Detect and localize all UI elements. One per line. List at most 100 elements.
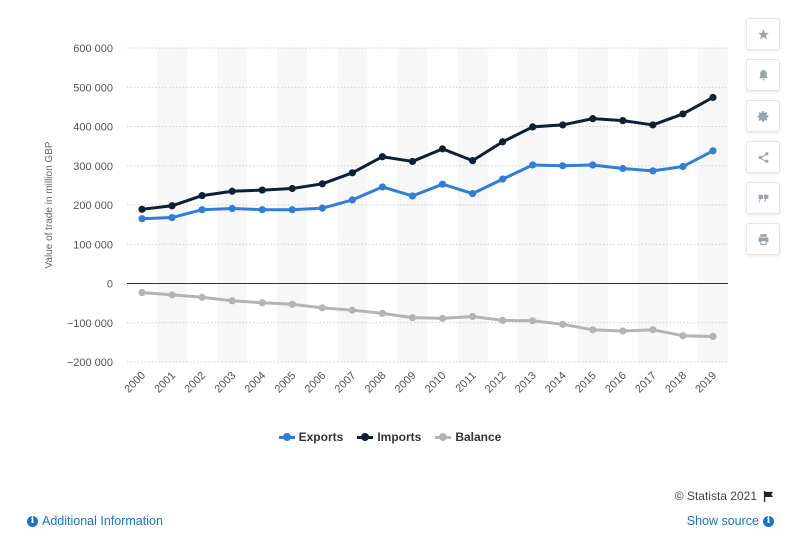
data-point-imports <box>378 153 387 161</box>
data-point-exports <box>559 162 567 170</box>
flag-icon <box>763 490 774 502</box>
data-point-imports <box>408 157 417 166</box>
data-point-balance <box>228 297 236 305</box>
data-point-balance <box>709 332 717 341</box>
series-line-imports <box>140 95 715 211</box>
data-point-exports <box>589 161 597 169</box>
x-tick-label: 2006 <box>303 370 329 396</box>
data-point-exports <box>288 206 296 214</box>
x-tick-label: 2005 <box>273 370 299 396</box>
y-tick-label: −100 000 <box>67 318 113 330</box>
print-icon <box>758 233 768 245</box>
data-point-imports <box>468 157 477 165</box>
y-axis-label: Value of trade in million GBP <box>44 141 55 268</box>
data-point-balance <box>198 293 206 301</box>
data-point-balance <box>679 332 687 340</box>
y-tick-label: 100 000 <box>73 239 113 251</box>
legend-item-balance[interactable]: Balance <box>435 430 501 444</box>
print-button[interactable] <box>746 223 780 255</box>
x-tick-label: 2003 <box>212 370 238 396</box>
show-source-link[interactable]: Show source i <box>687 514 774 528</box>
data-point-exports <box>408 192 417 200</box>
data-point-imports <box>258 186 266 194</box>
data-point-exports <box>468 190 477 198</box>
x-tick-label: 2013 <box>513 370 539 396</box>
data-point-imports <box>619 117 627 125</box>
notification-button[interactable] <box>746 59 780 91</box>
info-icon: i <box>27 515 38 527</box>
data-point-exports <box>619 164 627 173</box>
data-point-exports <box>649 167 657 175</box>
series-line-exports <box>140 149 715 221</box>
data-point-exports <box>138 215 146 223</box>
series-line-balance <box>140 291 715 338</box>
data-point-imports <box>198 191 206 200</box>
statista-credit[interactable]: © Statista 2021 <box>675 489 774 503</box>
quote-icon <box>758 194 768 202</box>
x-tick-label: 2019 <box>693 370 719 396</box>
show-source-label: Show source <box>686 514 759 528</box>
gear-icon <box>757 110 768 122</box>
data-point-exports <box>318 204 326 212</box>
x-tick-label: 2014 <box>543 370 569 396</box>
x-tick-label: 2004 <box>243 370 269 396</box>
data-point-imports <box>499 138 507 146</box>
data-point-balance <box>559 320 567 328</box>
bell-icon <box>758 69 768 80</box>
additional-information-link[interactable]: i Additional Information <box>27 514 163 528</box>
data-point-exports <box>679 162 687 171</box>
legend-swatch-imports <box>357 432 374 441</box>
side-toolbar <box>746 18 780 255</box>
y-tick-label: 400 000 <box>73 122 113 134</box>
data-point-exports <box>438 180 447 188</box>
x-tick-label: 2000 <box>122 370 148 396</box>
y-tick-label: 600 000 <box>73 43 113 55</box>
data-point-imports <box>318 180 326 188</box>
share-button[interactable] <box>746 141 780 173</box>
data-point-exports <box>378 183 387 191</box>
data-point-balance <box>408 314 417 322</box>
y-tick-label: 500 000 <box>73 82 113 94</box>
data-point-balance <box>468 312 477 321</box>
data-point-imports <box>288 184 296 193</box>
data-point-balance <box>348 306 356 314</box>
column-band <box>517 48 548 362</box>
data-point-balance <box>619 327 627 335</box>
data-point-exports <box>529 161 537 169</box>
x-tick-label: 2009 <box>393 370 419 396</box>
data-point-imports <box>138 205 146 213</box>
x-tick-label: 2001 <box>152 370 178 396</box>
x-tick-label: 2018 <box>663 370 689 396</box>
x-tick-label: 2015 <box>573 370 599 396</box>
settings-button[interactable] <box>746 100 780 132</box>
column-band <box>457 48 488 362</box>
data-point-balance <box>318 304 326 312</box>
data-point-exports <box>198 206 206 214</box>
x-tick-label: 2002 <box>182 370 208 396</box>
legend-item-imports[interactable]: Imports <box>357 430 421 444</box>
star-icon <box>757 28 769 39</box>
data-point-balance <box>438 314 447 323</box>
legend-item-exports[interactable]: Exports <box>278 430 343 444</box>
x-tick-label: 2010 <box>423 370 449 396</box>
x-tick-label: 2016 <box>603 370 629 396</box>
data-point-balance <box>378 309 387 317</box>
cite-button[interactable] <box>746 182 780 214</box>
x-tick-label: 2008 <box>363 370 389 396</box>
data-point-exports <box>499 175 507 183</box>
y-tick-label: 200 000 <box>73 200 113 212</box>
data-point-imports <box>649 121 657 129</box>
data-point-imports <box>709 93 717 102</box>
data-point-balance <box>138 288 146 297</box>
data-point-exports <box>228 204 236 213</box>
chart-legend: Exports Imports Balance <box>0 430 780 444</box>
data-point-balance <box>258 299 266 307</box>
data-point-balance <box>168 291 176 299</box>
favorite-button[interactable] <box>746 18 780 50</box>
x-tick-label: 2007 <box>333 370 359 396</box>
credit-text: © Statista 2021 <box>674 489 757 503</box>
data-point-exports <box>348 196 356 204</box>
data-point-imports <box>438 145 447 153</box>
